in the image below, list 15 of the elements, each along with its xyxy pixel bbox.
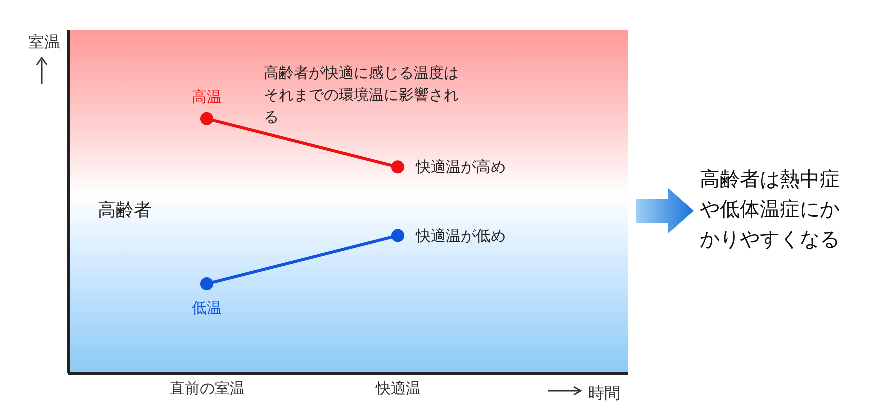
annotation: 高齢者が快適に感じる温度はそれまでの環境温に影響される	[264, 64, 459, 126]
annotation: 快適温が低め	[415, 226, 506, 245]
point	[391, 160, 405, 174]
point	[200, 278, 214, 291]
x-axis-title: 時間	[588, 384, 620, 402]
text: 高齢者は熱中症や低体温症にかかりやすくなる	[700, 166, 841, 253]
annotation: 高齢者	[98, 200, 152, 221]
point	[391, 229, 405, 242]
annotation: 快適温が高め	[415, 158, 506, 176]
y-axis-title: 室温	[28, 32, 60, 52]
point	[200, 112, 214, 126]
x-tick-label: 快適温	[375, 380, 421, 398]
series-label: 高温	[192, 88, 222, 106]
series-label: 低温	[192, 299, 222, 318]
x-tick-label: 直前の室温	[170, 380, 245, 398]
